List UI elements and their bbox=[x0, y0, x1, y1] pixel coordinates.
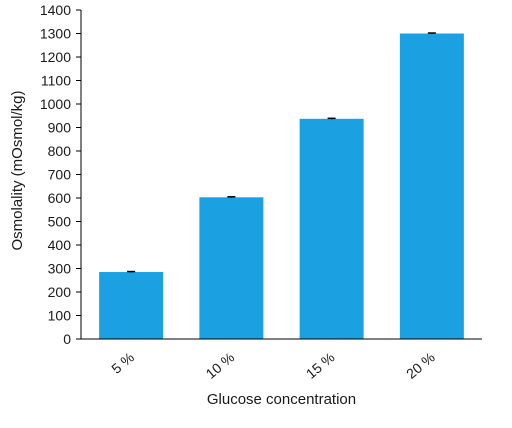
y-tick-label: 400 bbox=[48, 237, 72, 253]
y-tick-label: 100 bbox=[48, 308, 72, 324]
y-tick-label: 1200 bbox=[40, 49, 71, 65]
y-tick-label: 200 bbox=[48, 284, 72, 300]
bar-4 bbox=[399, 33, 464, 339]
y-tick-label: 0 bbox=[63, 331, 71, 347]
bar-1 bbox=[99, 272, 164, 339]
y-tick-label: 500 bbox=[48, 214, 72, 230]
y-tick-label: 1400 bbox=[40, 2, 71, 18]
x-axis-ticks: 5 % 10 % 15 % 20 % bbox=[108, 349, 438, 382]
y-tick-label: 1100 bbox=[41, 73, 71, 89]
bar-2 bbox=[199, 197, 264, 339]
y-tick-label: 300 bbox=[48, 261, 72, 277]
bars-group bbox=[99, 33, 464, 340]
y-tick-label: 700 bbox=[48, 167, 72, 183]
x-tick-label: 20 % bbox=[403, 349, 438, 382]
y-tick-label: 1300 bbox=[40, 26, 71, 42]
x-axis-title: Glucose concentration bbox=[207, 391, 356, 408]
y-axis-ticks: 0 100 200 300 400 500 600 700 800 900 1000 1100 1200… bbox=[40, 2, 81, 347]
x-tick-label: 10 % bbox=[203, 349, 238, 382]
error-bars-group bbox=[127, 32, 436, 273]
y-tick-label: 900 bbox=[48, 120, 72, 136]
y-tick-label: 800 bbox=[48, 143, 72, 159]
y-tick-label: 1000 bbox=[40, 96, 71, 112]
x-tick-label: 5 % bbox=[108, 349, 137, 377]
bar-3 bbox=[299, 118, 364, 340]
y-tick-label: 600 bbox=[48, 190, 72, 206]
y-axis-title: Osmolality (mOsmol/kg) bbox=[9, 90, 26, 250]
x-tick-label: 15 % bbox=[303, 349, 338, 382]
